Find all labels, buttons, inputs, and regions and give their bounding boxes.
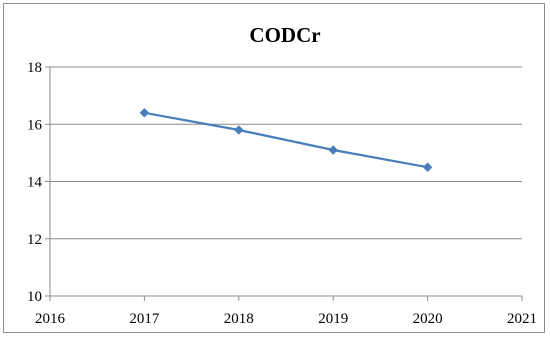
x-axis-tick-labels: 2016 2017 2018 2019 2020 2021 <box>35 311 537 327</box>
x-tick-label-2: 2018 <box>224 311 254 327</box>
y-tick-label-2: 14 <box>27 175 43 191</box>
y-tick-label-3: 16 <box>27 117 43 133</box>
x-tick-label-4: 2020 <box>413 311 443 327</box>
data-point-2 <box>328 145 339 155</box>
y-axis-tick-labels: 10 12 14 16 18 <box>27 60 43 305</box>
axes <box>45 66 523 301</box>
x-tick-label-3: 2019 <box>318 311 348 327</box>
series-line-0 <box>144 111 428 169</box>
chart-title: CODCr <box>249 23 320 47</box>
data-point-3 <box>422 162 433 173</box>
x-tick-label-1: 2017 <box>129 311 160 327</box>
gridlines <box>50 66 522 240</box>
series-group <box>139 107 433 173</box>
data-point-0 <box>139 107 150 118</box>
x-tick-label-0: 2016 <box>35 311 66 327</box>
y-tick-label-1: 12 <box>27 232 42 248</box>
y-tick-label-0: 10 <box>27 289 42 305</box>
y-tick-label-4: 18 <box>27 60 42 76</box>
data-point-1 <box>233 125 244 135</box>
chart-frame <box>3 3 545 333</box>
x-tick-label-5: 2021 <box>507 311 537 327</box>
